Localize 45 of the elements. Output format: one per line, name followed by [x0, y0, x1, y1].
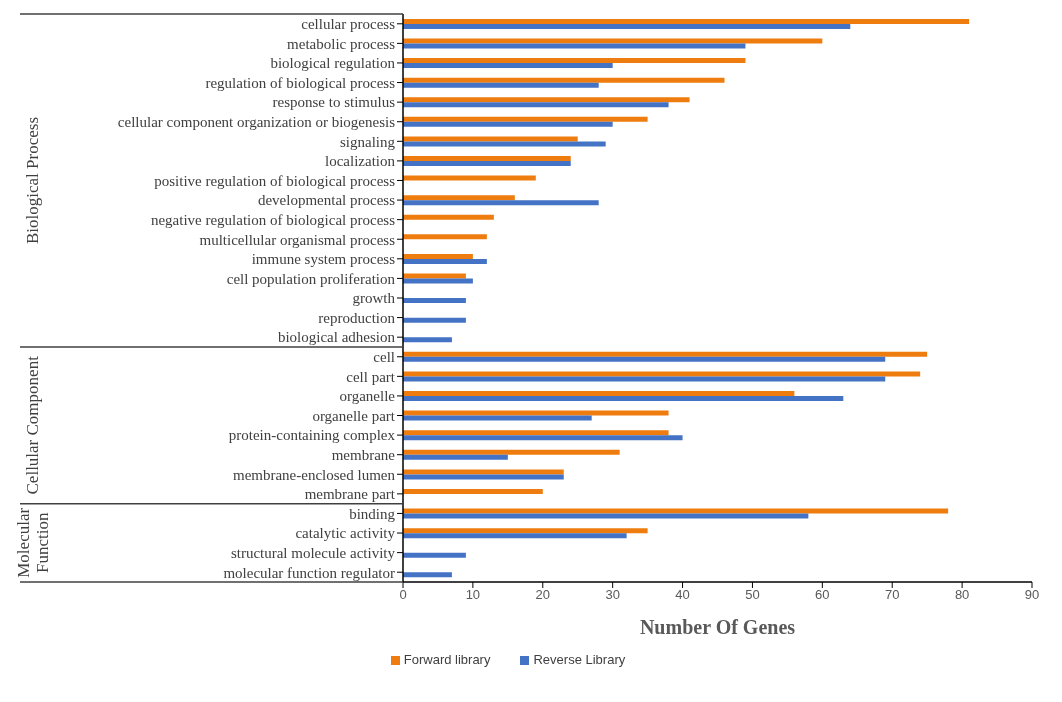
y-tick-label: membrane part: [304, 486, 396, 503]
y-tick-label: molecular function regulator: [223, 564, 395, 581]
y-tick-label: developmental process: [257, 192, 396, 209]
y-tick-label: membrane-enclosed lumen: [232, 466, 396, 483]
y-tick-label: regulation of biological process: [205, 74, 396, 91]
x-tick-label: 70: [884, 587, 900, 603]
x-tick-label: 30: [605, 587, 620, 603]
text: Biological Process: [23, 116, 42, 244]
y-tick-label: multicellular organismal process: [199, 231, 396, 248]
y-tick-label: structural molecule activity: [230, 544, 396, 561]
x-axis-title: Number Of Genes: [639, 616, 796, 638]
y-tick-label: protein-containing complex: [228, 427, 396, 444]
y-tick-label: cell population proliferation: [226, 270, 396, 287]
x-tick-label: 80: [954, 587, 970, 603]
y-tick-label: growth: [352, 290, 396, 307]
y-tick-label: negative regulation of biological process: [150, 211, 396, 228]
y-tick-label: cellular component organization or biogenesis: [117, 114, 396, 131]
text: Molecular Function: [13, 507, 52, 578]
text: Cellular Component: [23, 355, 42, 495]
x-tick-label: 0: [399, 587, 407, 603]
y-tick-label: positive regulation of biological process: [154, 172, 396, 189]
y-tick-label: signaling: [340, 133, 396, 150]
x-tick-label: 40: [675, 587, 690, 603]
y-tick-label: localization: [325, 153, 396, 170]
legend-label: Reverse Library: [533, 652, 626, 667]
x-tick-label: 10: [465, 587, 481, 603]
y-tick-label: membrane: [331, 447, 396, 464]
y-tick-label: cell part: [346, 368, 396, 385]
y-tick-label: catalytic activity: [295, 525, 396, 542]
y-tick-label: biological regulation: [270, 55, 396, 72]
x-tick-label: 60: [815, 587, 830, 603]
y-tick-label: metabolic process: [287, 35, 396, 52]
y-tick-label: organelle: [339, 388, 396, 405]
y-tick-label: cell: [373, 349, 395, 366]
y-tick-label: binding: [349, 505, 396, 522]
y-tick-label: reproduction: [318, 309, 396, 326]
y-tick-label: response to stimulus: [272, 94, 396, 111]
x-tick-label: 20: [535, 587, 551, 603]
y-tick-label: cellular process: [301, 16, 396, 33]
x-tick-label: 90: [1024, 587, 1040, 603]
y-tick-label: biological adhesion: [277, 329, 396, 346]
y-tick-label: immune system process: [251, 251, 396, 268]
x-tick-label: 50: [745, 587, 760, 603]
y-tick-label: organelle part: [312, 407, 396, 424]
legend-label: Forward library: [403, 652, 491, 667]
